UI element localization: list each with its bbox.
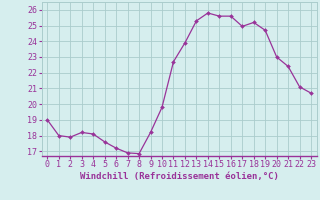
X-axis label: Windchill (Refroidissement éolien,°C): Windchill (Refroidissement éolien,°C) bbox=[80, 172, 279, 181]
